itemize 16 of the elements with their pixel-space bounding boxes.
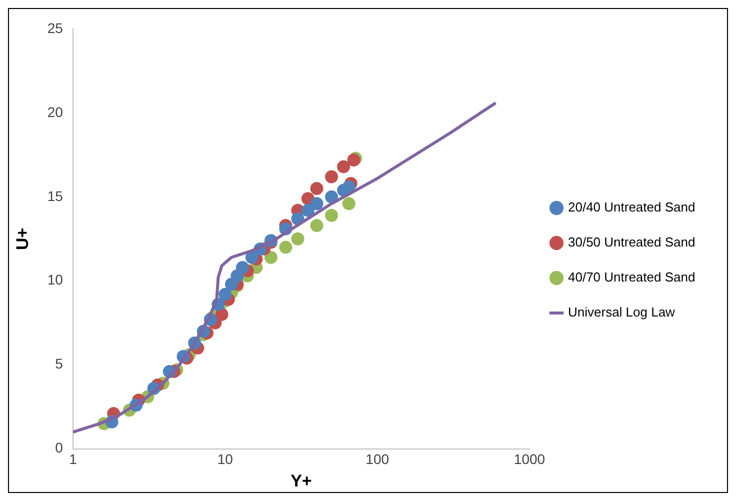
x-axis-title: Y+: [290, 471, 312, 490]
y-tick-label: 0: [55, 440, 64, 456]
y-tick-label: 15: [47, 188, 64, 204]
x-tick-label: 1: [69, 451, 78, 468]
x-tick-label: 1000: [514, 451, 546, 468]
legend-label: 20/40 Untreated Sand: [568, 200, 696, 215]
y-tick-label: 10: [47, 272, 64, 288]
y-tick-label: 5: [55, 356, 64, 372]
legend-label: 40/70 Untreated Sand: [568, 270, 696, 285]
legend-label: Universal Log Law: [568, 304, 676, 320]
legend-label: 30/50 Untreated Sand: [568, 234, 696, 250]
x-tick-label: 100: [366, 451, 390, 468]
y-tick-label: 25: [47, 20, 64, 36]
y-axis-title: U+: [12, 228, 32, 250]
x-tick-label: 10: [217, 451, 234, 468]
y-tick-label: 20: [47, 104, 64, 120]
